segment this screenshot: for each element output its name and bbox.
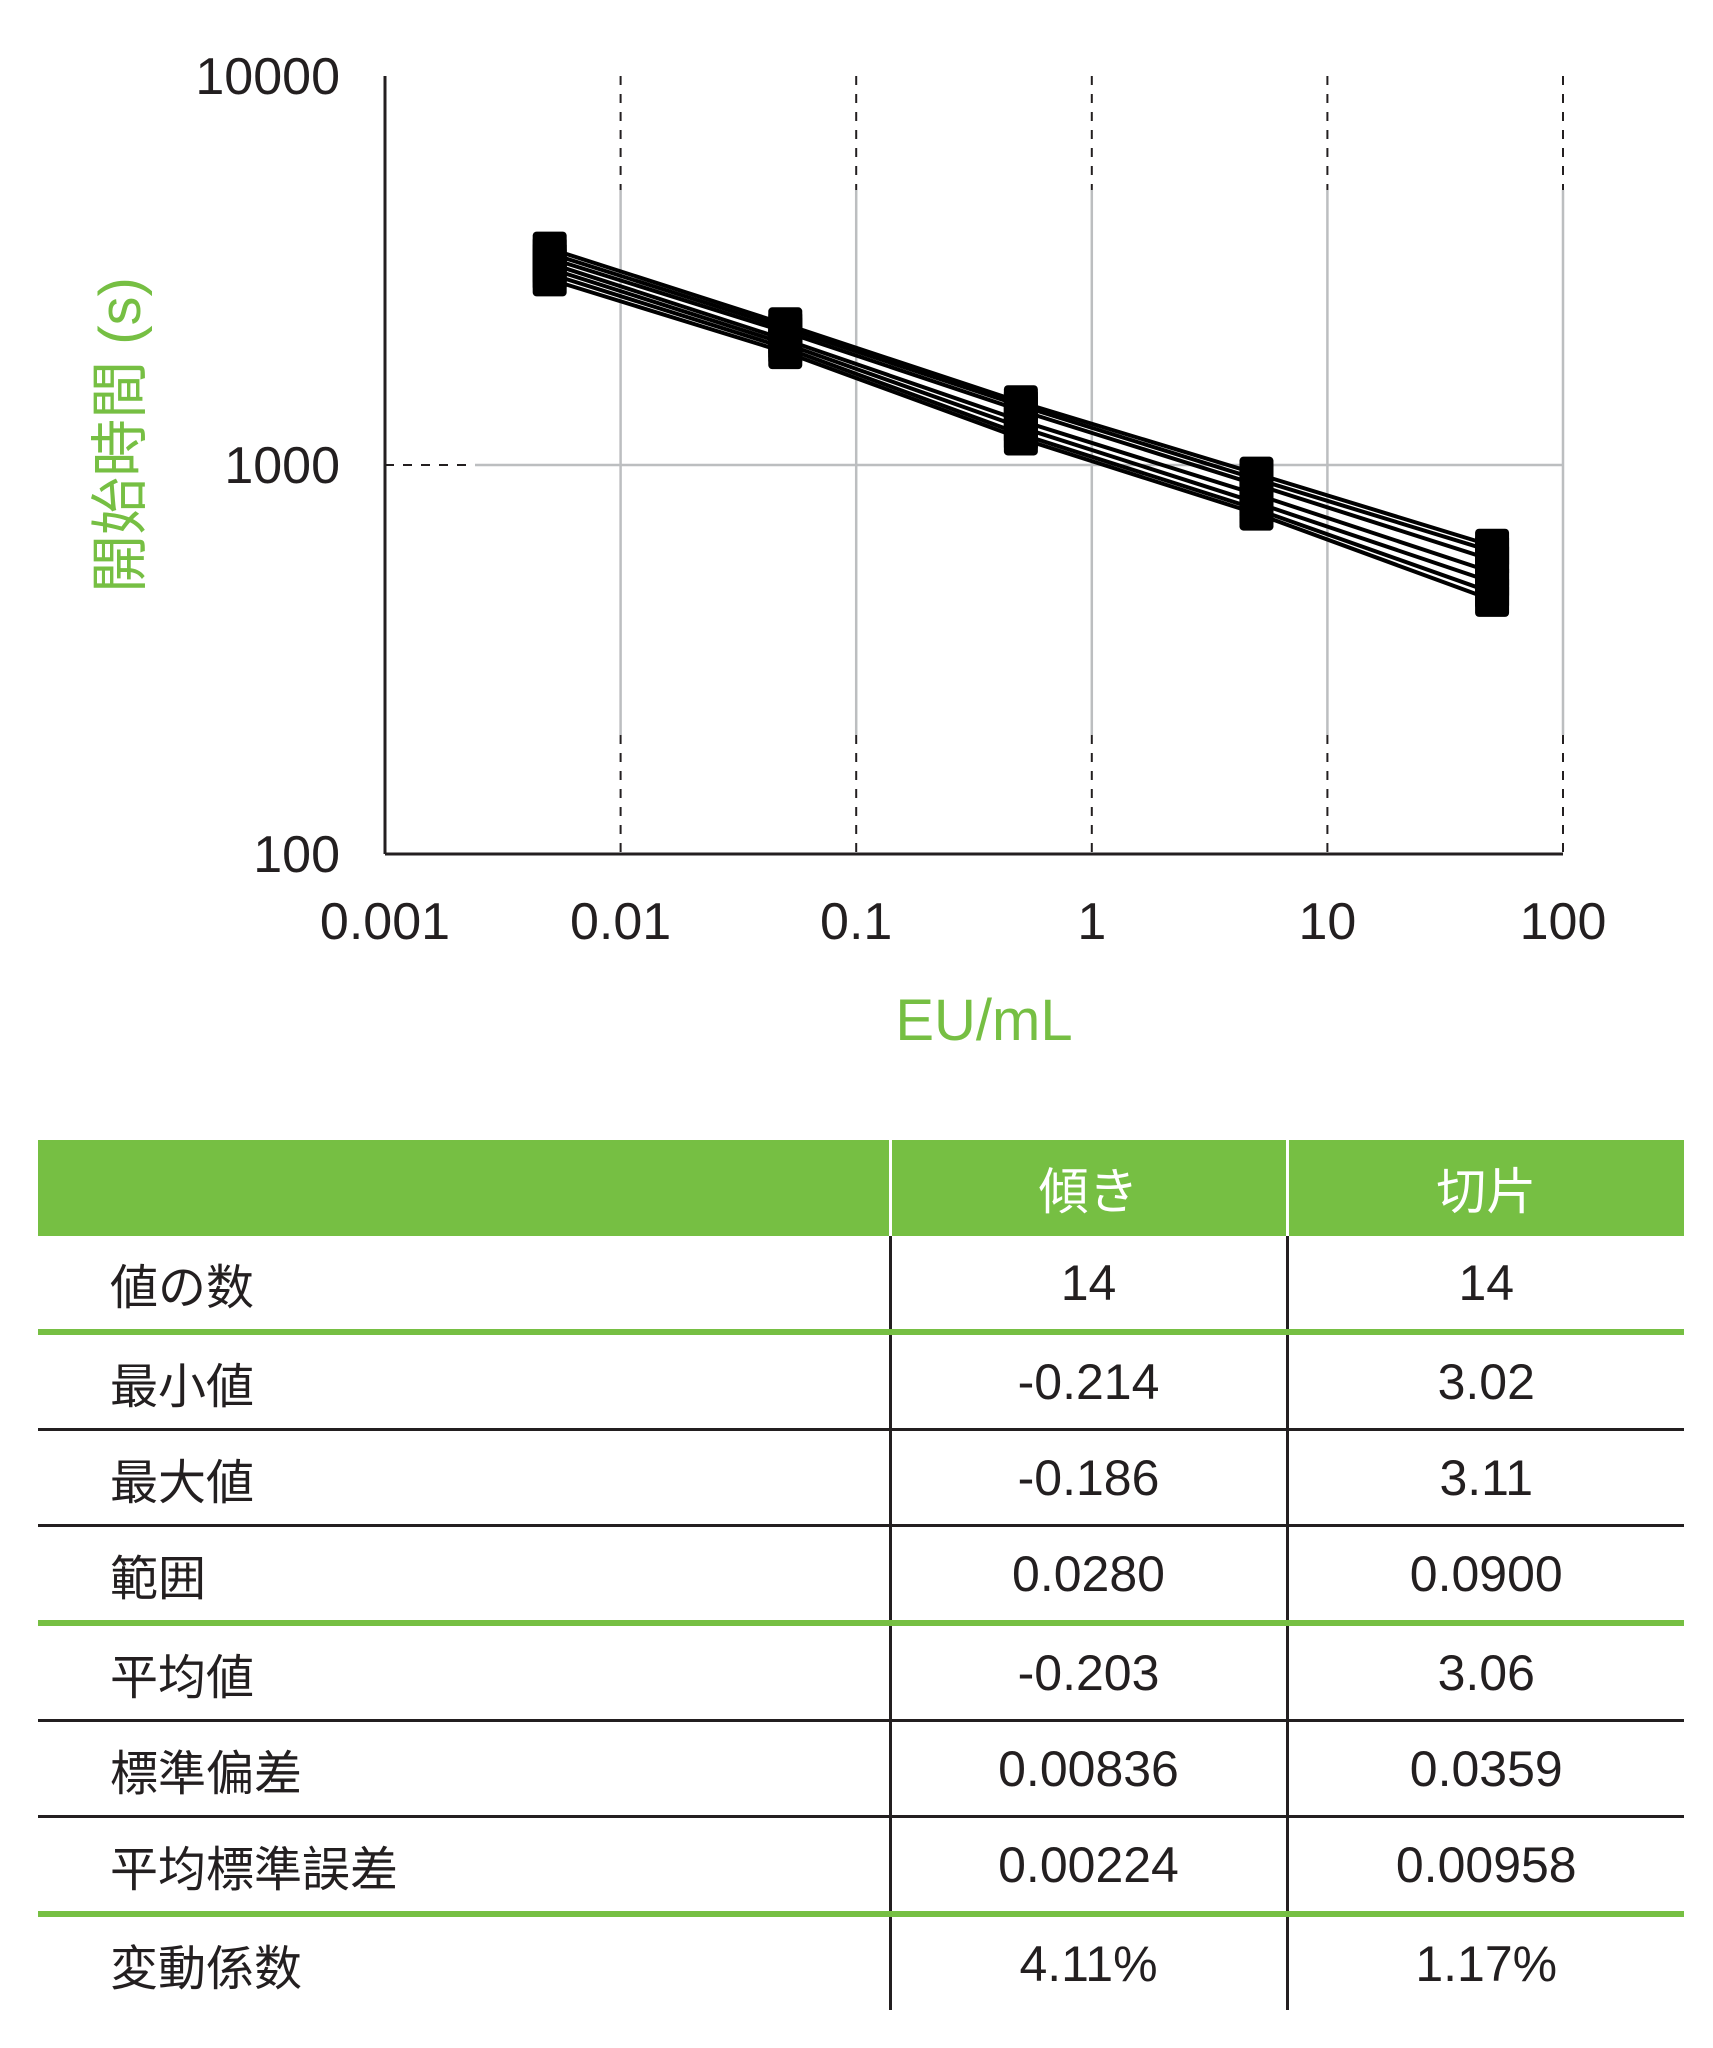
- y-tick-label: 1000: [224, 437, 340, 495]
- statistics-table: 傾き 切片 値の数 14 14 最小値 -0.214 3.02 最大値 -0.1…: [38, 1140, 1684, 2010]
- x-tick-label: 0.001: [320, 893, 450, 951]
- y-tick-label: 100: [253, 826, 340, 884]
- slope-value: -0.214: [888, 1329, 1287, 1430]
- x-tick-label: 100: [1520, 893, 1607, 951]
- chart-series: [532, 231, 1510, 617]
- intercept-value: 3.02: [1285, 1329, 1684, 1430]
- row-label: 最大値: [38, 1428, 890, 1526]
- slope-value: 4.11%: [888, 1911, 1287, 2010]
- intercept-value: 3.11: [1285, 1428, 1684, 1526]
- slope-value: 0.00224: [888, 1815, 1287, 1914]
- slope-value: -0.203: [888, 1620, 1287, 1721]
- table-row: 標準偏差 0.00836 0.0359: [38, 1719, 1684, 1817]
- slope-value: -0.186: [888, 1428, 1287, 1526]
- x-tick-label: 10: [1298, 893, 1356, 951]
- chart: 0.001 0.01 0.1 1 10 100 100 1000 10000 EU/mL 開始時…: [88, 48, 1606, 1053]
- row-label: 範囲: [38, 1524, 890, 1623]
- x-tick-label: 0.1: [820, 893, 892, 951]
- row-label: 平均値: [38, 1620, 890, 1721]
- table-header-label: [38, 1140, 890, 1236]
- table-header-row: 傾き 切片: [38, 1140, 1684, 1236]
- data-point: [1475, 582, 1510, 617]
- chart-grid: [385, 76, 1565, 854]
- table-row: 範囲 0.0280 0.0900: [38, 1524, 1684, 1623]
- slope-value: 0.00836: [888, 1719, 1287, 1817]
- x-tick-label: 0.01: [570, 893, 671, 951]
- intercept-value: 1.17%: [1285, 1911, 1684, 2010]
- y-axis-label: 開始時間 (s): [88, 277, 153, 593]
- intercept-value: 3.06: [1285, 1620, 1684, 1721]
- data-point: [1239, 496, 1274, 531]
- y-tick-label: 10000: [195, 48, 340, 106]
- intercept-value: 0.0359: [1285, 1719, 1684, 1817]
- x-tick-label: 1: [1077, 893, 1106, 951]
- data-point: [768, 335, 803, 370]
- slope-value: 0.0280: [888, 1524, 1287, 1623]
- intercept-value: 14: [1285, 1236, 1684, 1332]
- table-row: 変動係数 4.11% 1.17%: [38, 1911, 1684, 2010]
- table-header-intercept: 切片: [1285, 1140, 1684, 1236]
- table-row: 最小値 -0.214 3.02: [38, 1329, 1684, 1430]
- table-row: 値の数 14 14: [38, 1236, 1684, 1332]
- slope-value: 14: [888, 1236, 1287, 1332]
- intercept-value: 0.00958: [1285, 1815, 1684, 1914]
- row-label: 変動係数: [38, 1911, 890, 2010]
- data-point: [532, 262, 567, 297]
- table-header-slope: 傾き: [888, 1140, 1287, 1236]
- table-row: 平均標準誤差 0.00224 0.00958: [38, 1815, 1684, 1914]
- row-label: 値の数: [110, 1259, 255, 1316]
- chart-tick-labels: 0.001 0.01 0.1 1 10 100 100 1000 10000: [195, 48, 1606, 951]
- row-label: 平均標準誤差: [38, 1815, 890, 1914]
- intercept-value: 0.0900: [1285, 1524, 1684, 1623]
- x-axis-label: EU/mL: [895, 988, 1072, 1053]
- table-row: 平均値 -0.203 3.06: [38, 1620, 1684, 1721]
- chart-axes: [383, 76, 1563, 856]
- data-point: [1003, 421, 1038, 456]
- row-label: 標準偏差: [38, 1719, 890, 1817]
- table-row: 最大値 -0.186 3.11: [38, 1428, 1684, 1526]
- row-label: 最小値: [38, 1329, 890, 1430]
